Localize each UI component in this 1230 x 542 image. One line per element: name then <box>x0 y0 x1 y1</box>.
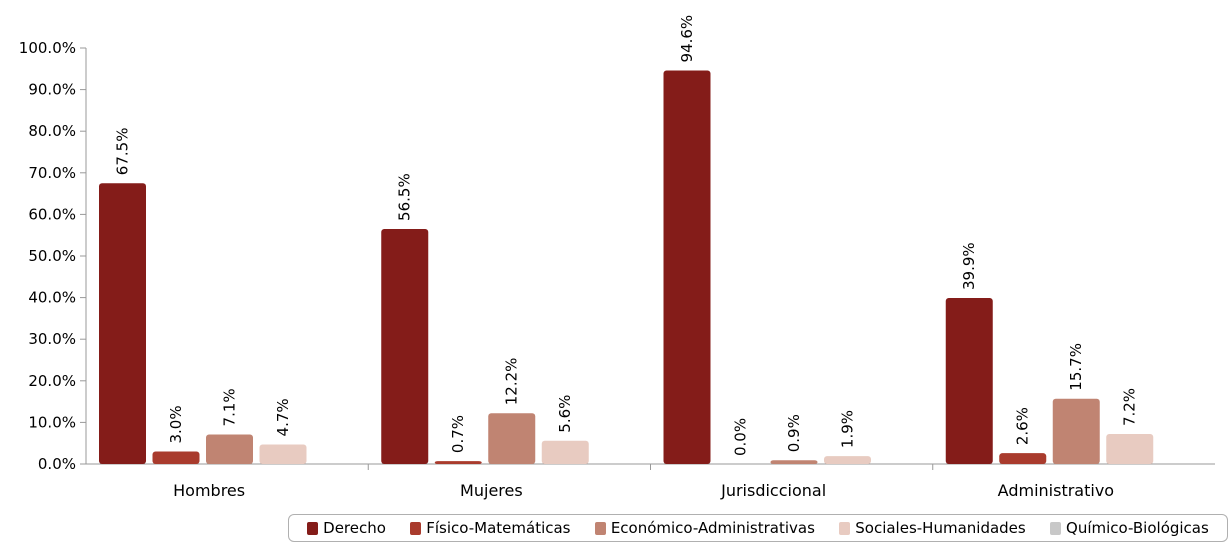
data-label: 7.2% <box>1121 388 1139 426</box>
y-tick-label: 10.0% <box>28 413 76 431</box>
data-label: 56.5% <box>396 173 414 221</box>
data-label: 94.6% <box>678 15 696 63</box>
bar <box>381 228 429 464</box>
data-label: 0.9% <box>785 414 803 452</box>
data-label: 12.2% <box>503 358 521 406</box>
legend-item-derecho: Derecho <box>307 519 386 537</box>
data-label: 1.9% <box>839 410 857 448</box>
bar <box>945 298 993 464</box>
data-label: 2.6% <box>1014 407 1032 445</box>
legend-label-fisico-matematicas: Físico-Matemáticas <box>426 519 571 537</box>
bar <box>999 453 1047 464</box>
bar <box>824 456 871 464</box>
y-tick-label: 90.0% <box>28 81 76 99</box>
bar <box>259 444 307 464</box>
y-tick-label: 50.0% <box>28 247 76 265</box>
data-label: 4.7% <box>274 398 292 436</box>
data-label: 5.6% <box>556 395 574 433</box>
legend-swatch-quimico-biologicas <box>1050 521 1062 535</box>
y-tick-label: 70.0% <box>28 164 76 182</box>
y-tick-label: 20.0% <box>28 372 76 390</box>
legend-item-sociales-humanidades: Sociales-Humanidades <box>839 519 1026 537</box>
legend-swatch-sociales-humanidades <box>839 521 851 535</box>
y-tick-label: 40.0% <box>28 289 76 307</box>
legend-label-derecho: Derecho <box>323 519 386 537</box>
data-label: 3.0% <box>167 405 185 443</box>
legend-label-economico-administrativas: Económico-Administrativas <box>610 519 815 537</box>
category-label: Administrativo <box>998 481 1114 500</box>
bar <box>152 451 200 464</box>
legend-swatch-fisico-matematicas <box>410 521 422 535</box>
data-label: 67.5% <box>114 128 132 176</box>
bar <box>488 413 536 464</box>
legend-swatch-derecho <box>307 521 319 535</box>
chart-legend: Derecho Físico-Matemáticas Económico-Adm… <box>288 514 1228 542</box>
y-tick-label: 30.0% <box>28 330 76 348</box>
y-tick-label: 0.0% <box>38 455 76 473</box>
data-label: 0.7% <box>449 415 467 453</box>
legend-label-sociales-humanidades: Sociales-Humanidades <box>855 519 1026 537</box>
data-label: 0.0% <box>732 418 750 456</box>
legend-item-quimico-biologicas: Químico-Biológicas <box>1050 519 1209 537</box>
y-tick-label: 60.0% <box>28 205 76 223</box>
legend-swatch-economico-administrativas <box>594 521 606 535</box>
legend-item-economico-administrativas: Económico-Administrativas <box>594 519 815 537</box>
category-label: Hombres <box>173 481 245 500</box>
bar <box>663 70 711 465</box>
data-label: 15.7% <box>1067 343 1085 391</box>
bar <box>206 434 253 464</box>
category-label: Jurisdiccional <box>720 481 826 500</box>
bar <box>770 460 818 464</box>
y-tick-label: 100.0% <box>19 39 76 57</box>
legend-item-fisico-matematicas: Físico-Matemáticas <box>410 519 571 537</box>
category-label: Mujeres <box>460 481 523 500</box>
legend-label-quimico-biologicas: Químico-Biológicas <box>1066 519 1209 537</box>
bar <box>434 461 482 464</box>
bar <box>99 183 146 464</box>
y-tick-label: 80.0% <box>28 122 76 140</box>
bar <box>541 440 589 464</box>
data-label: 7.1% <box>221 388 239 426</box>
bar <box>1106 434 1154 464</box>
data-label: 39.9% <box>960 242 978 290</box>
bar <box>1052 398 1100 464</box>
